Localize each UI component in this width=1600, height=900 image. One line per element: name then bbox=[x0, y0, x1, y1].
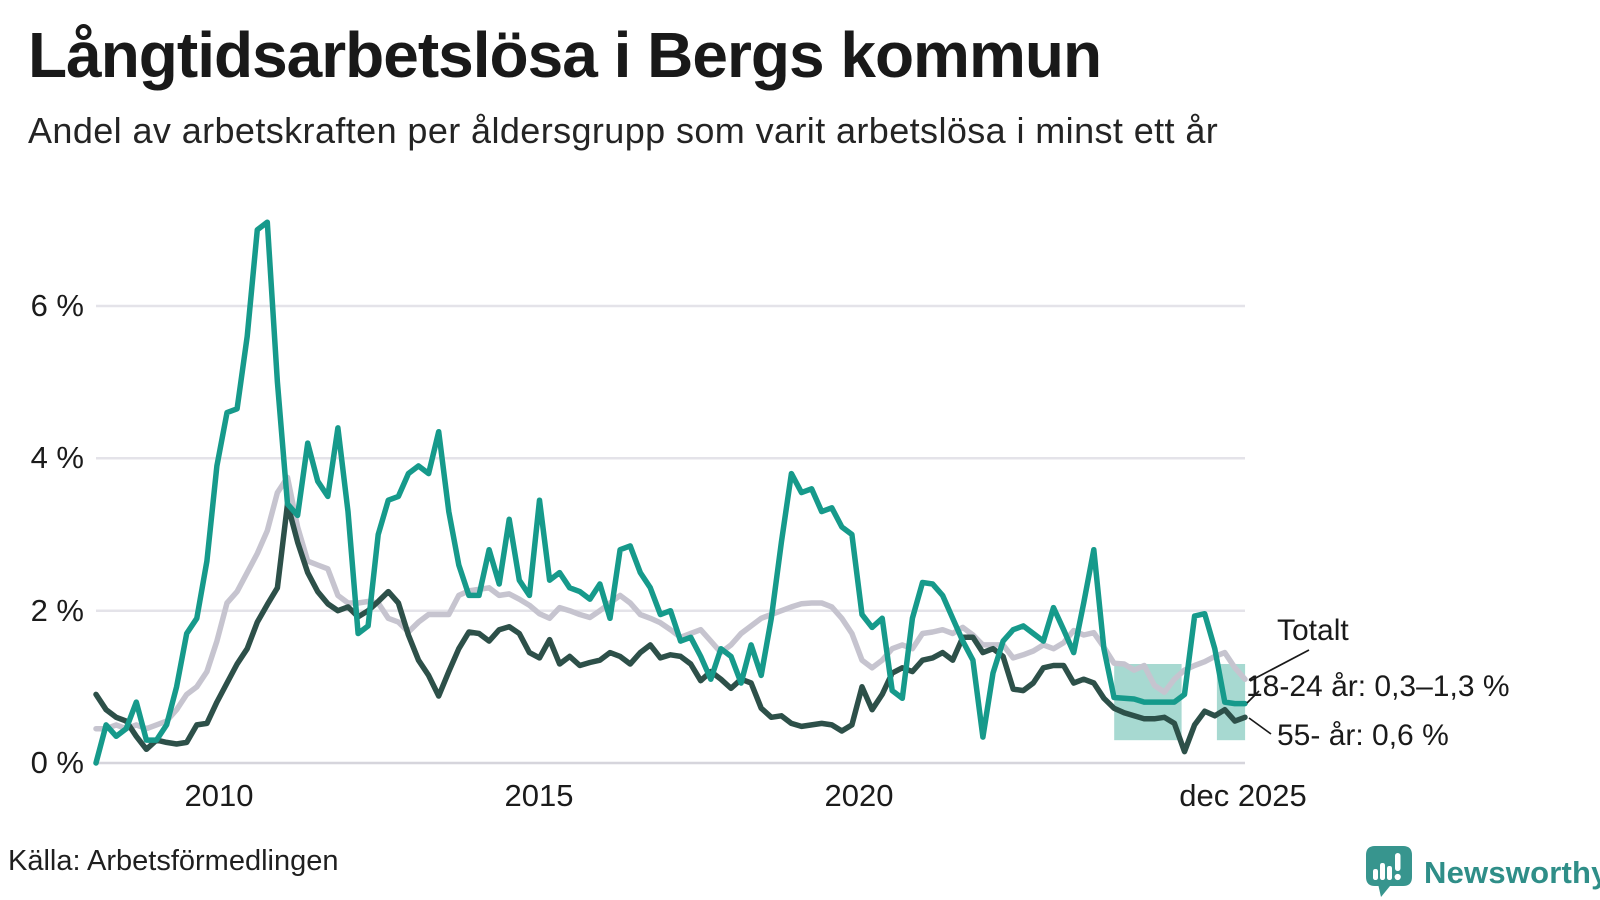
annotation-leader-1 bbox=[1246, 690, 1260, 704]
x-axis-tick-dec-2025: dec 2025 bbox=[1179, 778, 1307, 813]
x-axis-tick-2020: 2020 bbox=[824, 778, 894, 813]
series-label-55: 55- år: 0,6 % bbox=[1277, 719, 1449, 752]
bar-chart-speech-bubble-icon bbox=[1366, 846, 1412, 897]
x-axis-tick-2015: 2015 bbox=[504, 778, 574, 813]
series-label-18-24: 18-24 år: 0,3–1,3 % bbox=[1246, 670, 1510, 703]
page-subtitle: Andel av arbetskraften per åldersgrupp s… bbox=[28, 110, 1219, 151]
y-axis-tick-4: 4 % bbox=[30, 440, 84, 475]
source-note: Källa: Arbetsförmedlingen bbox=[8, 845, 339, 877]
newsworthy-logo: Newsworthy bbox=[1364, 843, 1600, 899]
page-title: Långtidsarbetslösa i Bergs kommun bbox=[28, 19, 1102, 91]
x-axis-tick-2010: 2010 bbox=[184, 778, 254, 813]
newsworthy-logo-text: Newsworthy bbox=[1424, 855, 1600, 890]
y-axis-tick-2: 2 % bbox=[30, 593, 84, 628]
series-line-18-24-år bbox=[93, 219, 1248, 766]
annotation-leader-0 bbox=[1249, 649, 1310, 682]
series-label-totalt: Totalt bbox=[1277, 614, 1349, 647]
y-axis-tick-0: 0 % bbox=[30, 745, 84, 780]
annotation-leader-2 bbox=[1248, 717, 1272, 735]
y-axis-tick-6: 6 % bbox=[30, 288, 84, 323]
